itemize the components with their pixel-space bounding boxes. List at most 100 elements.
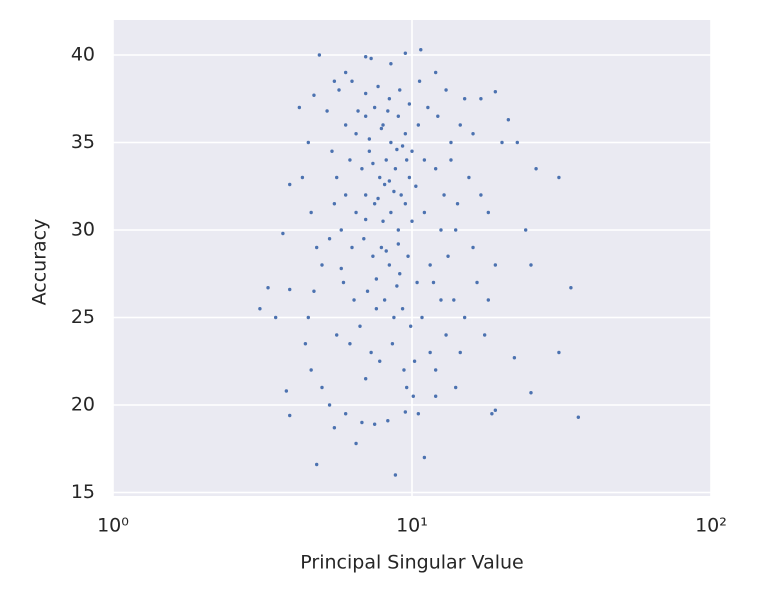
point — [389, 210, 393, 215]
point — [360, 420, 364, 425]
point — [369, 350, 373, 355]
point — [314, 462, 319, 467]
point — [529, 263, 533, 267]
y-tick-label: 15 — [71, 481, 95, 503]
y-axis-label: Accuracy — [29, 219, 51, 306]
point — [446, 254, 450, 258]
point — [444, 88, 448, 92]
point — [396, 114, 401, 118]
point — [372, 202, 377, 206]
point — [387, 97, 392, 101]
point — [384, 249, 388, 253]
x-axis-label: Principal Singular Value — [300, 552, 523, 574]
y-tick-label: 35 — [71, 131, 95, 153]
point — [386, 419, 390, 423]
y-tick-label: 20 — [71, 394, 95, 416]
point — [381, 123, 385, 127]
point — [486, 210, 491, 215]
point — [557, 175, 561, 180]
point — [534, 167, 538, 171]
point — [467, 175, 471, 180]
point — [407, 102, 412, 106]
point — [381, 219, 385, 223]
point — [403, 132, 408, 136]
point — [382, 298, 387, 302]
point — [354, 210, 358, 215]
point — [376, 196, 380, 201]
point — [500, 140, 504, 145]
point — [493, 90, 498, 94]
point — [392, 189, 396, 194]
point — [404, 385, 409, 390]
point — [363, 217, 368, 222]
point — [343, 70, 348, 75]
point — [422, 158, 427, 162]
point — [403, 410, 408, 414]
y-tick-label: 25 — [71, 306, 95, 328]
point — [490, 412, 494, 416]
point — [297, 105, 302, 110]
point — [309, 210, 313, 215]
point — [387, 179, 392, 183]
point — [471, 245, 475, 250]
point — [400, 144, 405, 148]
point — [312, 93, 316, 97]
point — [439, 228, 443, 232]
point — [367, 137, 372, 141]
point — [431, 280, 436, 285]
point — [348, 158, 352, 162]
point — [407, 175, 412, 180]
point — [314, 245, 319, 250]
point — [493, 408, 498, 412]
point — [403, 51, 408, 55]
point — [288, 413, 292, 418]
point — [396, 228, 401, 232]
point — [266, 286, 270, 290]
point — [309, 368, 313, 372]
point — [332, 79, 337, 83]
point — [343, 412, 348, 416]
point — [306, 315, 311, 320]
point — [452, 298, 456, 302]
point — [281, 231, 285, 236]
point — [392, 315, 396, 320]
point — [398, 272, 402, 276]
point — [506, 118, 511, 122]
point — [410, 149, 414, 153]
point — [379, 245, 384, 250]
point — [428, 263, 432, 267]
y-tick-label: 40 — [71, 44, 95, 66]
point — [455, 202, 460, 206]
point — [420, 315, 424, 320]
point — [376, 84, 380, 89]
point — [458, 123, 462, 127]
point — [414, 184, 418, 188]
point — [306, 140, 311, 145]
point — [515, 140, 520, 145]
point — [339, 266, 343, 271]
y-tick-label: 30 — [71, 219, 95, 241]
point — [415, 280, 419, 285]
point — [462, 97, 467, 101]
point — [363, 377, 368, 381]
point — [458, 350, 462, 355]
point — [382, 182, 387, 187]
point — [386, 109, 390, 113]
point — [433, 167, 438, 171]
point — [352, 298, 356, 302]
point — [330, 149, 334, 153]
point — [398, 88, 402, 92]
point — [350, 79, 354, 83]
x-tick-label: 10¹ — [396, 515, 428, 537]
point — [335, 175, 339, 180]
point — [374, 277, 379, 281]
point — [412, 359, 417, 363]
point — [523, 228, 528, 232]
point — [332, 202, 337, 206]
point — [360, 167, 364, 171]
point — [439, 298, 443, 302]
point — [402, 368, 406, 372]
point — [512, 356, 517, 360]
point — [358, 324, 362, 328]
point — [390, 342, 395, 346]
